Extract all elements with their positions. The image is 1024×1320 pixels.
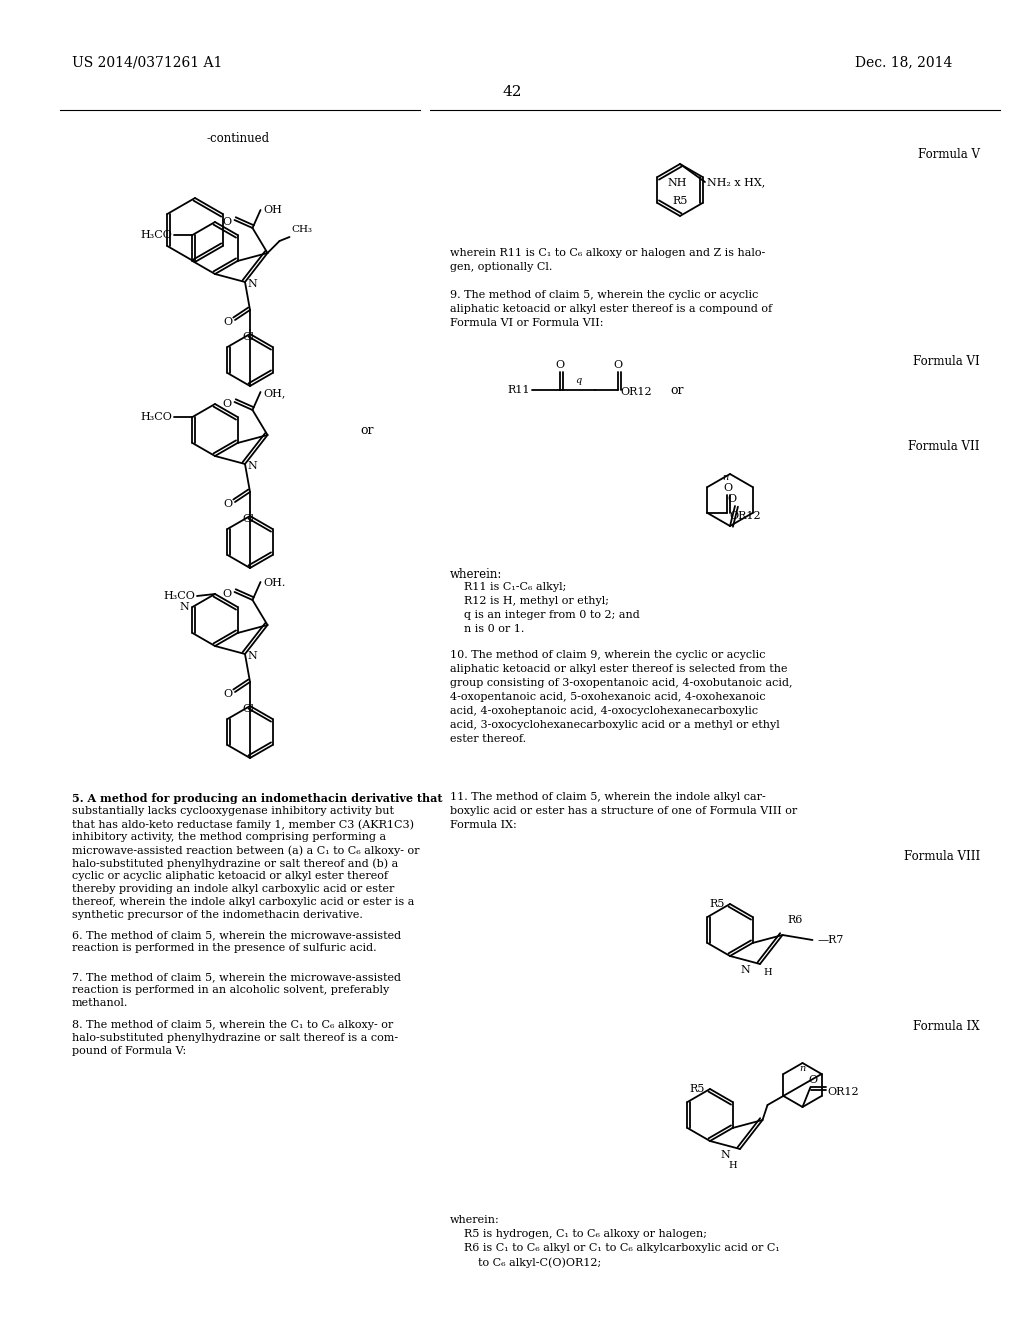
Text: Cl: Cl xyxy=(242,704,254,714)
Text: q is an integer from 0 to 2; and: q is an integer from 0 to 2; and xyxy=(450,610,640,620)
Text: O: O xyxy=(555,360,564,370)
Text: gen, optionally Cl.: gen, optionally Cl. xyxy=(450,261,552,272)
Text: —R7: —R7 xyxy=(817,935,844,945)
Text: Cl: Cl xyxy=(242,513,254,524)
Text: Formula VII: Formula VII xyxy=(908,440,980,453)
Text: R12 is H, methyl or ethyl;: R12 is H, methyl or ethyl; xyxy=(450,597,609,606)
Text: inhibitory activity, the method comprising performing a: inhibitory activity, the method comprisi… xyxy=(72,832,386,842)
Text: substantially lacks cyclooxygenase inhibitory activity but: substantially lacks cyclooxygenase inhib… xyxy=(72,807,394,816)
Text: N: N xyxy=(720,1150,730,1160)
Text: O: O xyxy=(808,1074,817,1085)
Text: 5. A method for producing an indomethacin derivative that: 5. A method for producing an indomethaci… xyxy=(72,793,442,804)
Text: Cl: Cl xyxy=(242,333,254,342)
Text: ester thereof.: ester thereof. xyxy=(450,734,526,744)
Text: OR12: OR12 xyxy=(729,511,761,521)
Text: 4-oxopentanoic acid, 5-oxohexanoic acid, 4-oxohexanoic: 4-oxopentanoic acid, 5-oxohexanoic acid,… xyxy=(450,692,766,702)
Text: R6: R6 xyxy=(787,915,803,925)
Text: 8. The method of claim 5, wherein the C₁ to C₆ alkoxy- or: 8. The method of claim 5, wherein the C₁… xyxy=(72,1020,393,1030)
Text: R5 is hydrogen, C₁ to C₆ alkoxy or halogen;: R5 is hydrogen, C₁ to C₆ alkoxy or halog… xyxy=(450,1229,707,1239)
Text: that has aldo-keto reductase family 1, member C3 (AKR1C3): that has aldo-keto reductase family 1, m… xyxy=(72,818,414,829)
Text: R5: R5 xyxy=(673,195,688,206)
Text: wherein:: wherein: xyxy=(450,1214,500,1225)
Text: US 2014/0371261 A1: US 2014/0371261 A1 xyxy=(72,55,222,69)
Text: methanol.: methanol. xyxy=(72,998,128,1008)
Text: OH.: OH. xyxy=(263,578,286,587)
Text: group consisting of 3-oxopentanoic acid, 4-oxobutanoic acid,: group consisting of 3-oxopentanoic acid,… xyxy=(450,678,793,688)
Text: R5: R5 xyxy=(710,899,725,909)
Text: acid, 4-oxoheptanoic acid, 4-oxocyclohexanecarboxylic: acid, 4-oxoheptanoic acid, 4-oxocyclohex… xyxy=(450,706,758,715)
Text: R6 is C₁ to C₆ alkyl or C₁ to C₆ alkylcarboxylic acid or C₁: R6 is C₁ to C₆ alkyl or C₁ to C₆ alkylca… xyxy=(450,1243,779,1253)
Text: acid, 3-oxocyclohexanecarboxylic acid or a methyl or ethyl: acid, 3-oxocyclohexanecarboxylic acid or… xyxy=(450,719,779,730)
Text: O: O xyxy=(223,317,232,327)
Text: OR12: OR12 xyxy=(620,387,651,397)
Text: H: H xyxy=(763,968,772,977)
Text: aliphatic ketoacid or alkyl ester thereof is a compound of: aliphatic ketoacid or alkyl ester thereo… xyxy=(450,304,772,314)
Text: boxylic acid or ester has a structure of one of Formula VIII or: boxylic acid or ester has a structure of… xyxy=(450,807,798,816)
Text: n: n xyxy=(722,473,728,482)
Text: Formula VIII: Formula VIII xyxy=(904,850,980,863)
Text: 9. The method of claim 5, wherein the cyclic or acyclic: 9. The method of claim 5, wherein the cy… xyxy=(450,290,759,300)
Text: N: N xyxy=(247,651,257,661)
Text: R5: R5 xyxy=(689,1084,705,1094)
Text: NH: NH xyxy=(668,178,687,187)
Text: O: O xyxy=(223,689,232,700)
Text: NH₂ x HX,: NH₂ x HX, xyxy=(707,177,765,187)
Text: N: N xyxy=(180,602,189,612)
Text: wherein R11 is C₁ to C₆ alkoxy or halogen and Z is halo-: wherein R11 is C₁ to C₆ alkoxy or haloge… xyxy=(450,248,765,257)
Text: microwave-assisted reaction between (a) a C₁ to C₆ alkoxy- or: microwave-assisted reaction between (a) … xyxy=(72,845,420,855)
Text: Formula V: Formula V xyxy=(918,148,980,161)
Text: halo-substituted phenylhydrazine or salt thereof is a com-: halo-substituted phenylhydrazine or salt… xyxy=(72,1034,398,1043)
Text: halo-substituted phenylhydrazine or salt thereof and (b) a: halo-substituted phenylhydrazine or salt… xyxy=(72,858,398,869)
Text: pound of Formula V:: pound of Formula V: xyxy=(72,1045,186,1056)
Text: Formula VI: Formula VI xyxy=(913,355,980,368)
Text: or: or xyxy=(360,424,374,437)
Text: 11. The method of claim 5, wherein the indole alkyl car-: 11. The method of claim 5, wherein the i… xyxy=(450,792,766,803)
Text: thereby providing an indole alkyl carboxylic acid or ester: thereby providing an indole alkyl carbox… xyxy=(72,884,394,894)
Text: H: H xyxy=(728,1162,736,1170)
Text: O: O xyxy=(613,360,623,370)
Text: H₃CO: H₃CO xyxy=(163,591,195,601)
Text: to C₆ alkyl-C(O)OR12;: to C₆ alkyl-C(O)OR12; xyxy=(450,1257,601,1267)
Text: n is 0 or 1.: n is 0 or 1. xyxy=(450,624,524,634)
Text: cyclic or acyclic aliphatic ketoacid or alkyl ester thereof: cyclic or acyclic aliphatic ketoacid or … xyxy=(72,871,388,880)
Text: -continued: -continued xyxy=(207,132,269,145)
Text: N: N xyxy=(247,461,257,471)
Text: 7. The method of claim 5, wherein the microwave-assisted: 7. The method of claim 5, wherein the mi… xyxy=(72,972,401,982)
Text: 6. The method of claim 5, wherein the microwave-assisted: 6. The method of claim 5, wherein the mi… xyxy=(72,931,401,940)
Text: Dec. 18, 2014: Dec. 18, 2014 xyxy=(855,55,952,69)
Text: OH: OH xyxy=(263,205,283,215)
Text: O: O xyxy=(222,399,231,409)
Text: 42: 42 xyxy=(502,84,522,99)
Text: O: O xyxy=(727,494,736,504)
Text: or: or xyxy=(670,384,683,396)
Text: OH,: OH, xyxy=(263,388,286,399)
Text: O: O xyxy=(222,216,231,227)
Text: Formula IX:: Formula IX: xyxy=(450,820,517,830)
Text: wherein:: wherein: xyxy=(450,568,503,581)
Text: q: q xyxy=(574,376,582,385)
Text: reaction is performed in an alcoholic solvent, preferably: reaction is performed in an alcoholic so… xyxy=(72,985,389,995)
Text: R11: R11 xyxy=(508,385,530,395)
Text: O: O xyxy=(222,589,231,599)
Text: OR12: OR12 xyxy=(827,1086,859,1097)
Text: O: O xyxy=(223,499,232,510)
Text: O: O xyxy=(723,483,732,492)
Text: Formula IX: Formula IX xyxy=(913,1020,980,1034)
Text: R11 is C₁-C₆ alkyl;: R11 is C₁-C₆ alkyl; xyxy=(450,582,566,591)
Text: N: N xyxy=(740,965,750,975)
Text: Formula VI or Formula VII:: Formula VI or Formula VII: xyxy=(450,318,603,327)
Text: thereof, wherein the indole alkyl carboxylic acid or ester is a: thereof, wherein the indole alkyl carbox… xyxy=(72,898,415,907)
Text: H₃CO: H₃CO xyxy=(140,230,172,240)
Text: aliphatic ketoacid or alkyl ester thereof is selected from the: aliphatic ketoacid or alkyl ester thereo… xyxy=(450,664,787,675)
Text: CH₃: CH₃ xyxy=(292,224,312,234)
Text: N: N xyxy=(247,279,257,289)
Text: H₃CO: H₃CO xyxy=(140,412,172,422)
Text: 10. The method of claim 9, wherein the cyclic or acyclic: 10. The method of claim 9, wherein the c… xyxy=(450,649,766,660)
Text: reaction is performed in the presence of sulfuric acid.: reaction is performed in the presence of… xyxy=(72,942,377,953)
Text: n: n xyxy=(800,1064,806,1073)
Text: synthetic precursor of the indomethacin derivative.: synthetic precursor of the indomethacin … xyxy=(72,909,362,920)
